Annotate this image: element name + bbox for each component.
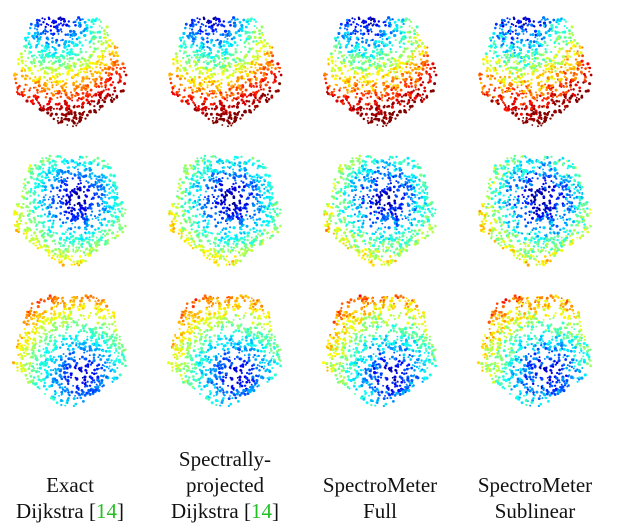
caption-text: Dijkstra [ [171,499,251,523]
caption-text: Dijkstra [ [16,499,96,523]
panel-row1-col1 [10,8,130,128]
point-cloud [166,294,282,408]
caption-line: projected [150,472,300,498]
caption-text: SpectroMeter [477,473,593,497]
panel-row2-col3 [320,148,440,268]
caption-text: ] [271,499,279,523]
point-cloud [13,154,127,267]
point-cloud [478,154,592,267]
panel-row1-col2 [165,8,285,128]
caption-text: Exact [46,473,94,497]
point-cloud [323,16,438,128]
panel-row1-col3 [320,8,440,128]
caption-col1: Exact Dijkstra [14] [0,472,145,524]
caption-line: Full [305,498,455,524]
caption-col3: SpectroMeter Full [305,472,455,524]
caption-line: Dijkstra [14] [0,498,145,524]
panel-row2-col2 [165,148,285,268]
caption-col4: SpectroMeter Sublinear [460,472,610,524]
citation-link[interactable]: 14 [95,499,117,523]
point-cloud [13,16,128,128]
caption-line: Spectrally- [150,446,300,472]
panel-row3-col3 [320,288,440,408]
point-cloud [323,154,437,267]
point-cloud [168,16,283,128]
caption-line: Dijkstra [14] [150,498,300,524]
caption-text: SpectroMeter [322,473,438,497]
point-cloud [321,294,437,408]
point-cloud [168,154,282,267]
caption-line: SpectroMeter [460,472,610,498]
caption-text: Sublinear [494,499,576,523]
caption-col2: Spectrally-projected Dijkstra [14] [150,446,300,524]
point-cloud [476,294,592,408]
caption-text: ] [116,499,124,523]
caption-text: Full [363,499,397,523]
caption-line: Sublinear [460,498,610,524]
panel-row3-col1 [10,288,130,408]
citation-link[interactable]: 14 [250,499,272,523]
panel-row1-col4 [475,8,595,128]
point-cloud [11,294,127,408]
caption-line: SpectroMeter [305,472,455,498]
caption-text: Spectrally- [178,447,272,471]
caption-text: projected [185,473,265,497]
caption-line: Exact [0,472,145,498]
panel-row2-col4 [475,148,595,268]
point-cloud [478,16,593,128]
panel-row3-col2 [165,288,285,408]
panel-row3-col4 [475,288,595,408]
panel-row2-col1 [10,148,130,268]
